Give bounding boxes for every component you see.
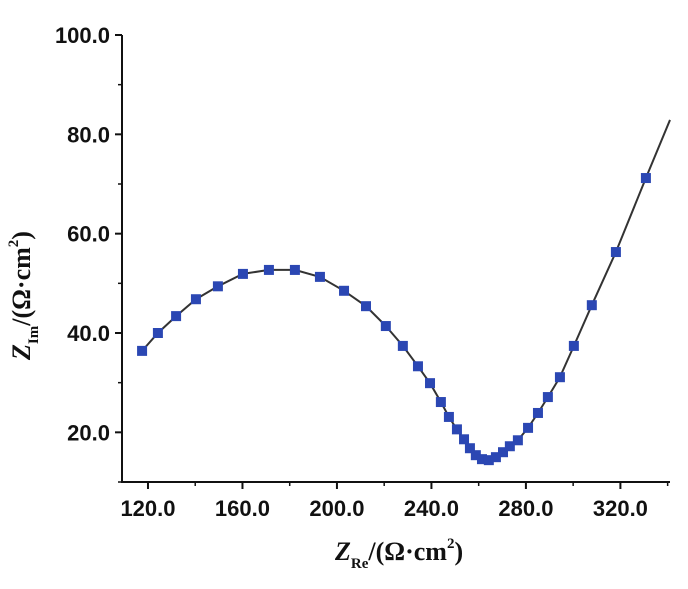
y-tick-label: 60.0 <box>67 222 110 247</box>
data-point <box>640 173 651 184</box>
data-point <box>171 311 182 322</box>
x-tick-label: 280.0 <box>498 496 553 521</box>
data-point <box>435 397 446 408</box>
data-point <box>451 424 462 435</box>
x-axis-label: ZRe/(Ω·cm2) <box>334 536 463 572</box>
data-point <box>289 264 300 275</box>
x-tick-label: 240.0 <box>404 496 459 521</box>
y-axis-label: ZIm/(Ω·cm2) <box>6 231 42 361</box>
data-point <box>425 378 436 389</box>
data-point <box>610 247 621 258</box>
data-point <box>586 300 597 311</box>
data-point <box>476 454 487 465</box>
data-point <box>152 328 163 338</box>
x-tick-label: 320.0 <box>593 496 648 521</box>
data-point <box>137 345 148 356</box>
x-tick-label: 200.0 <box>309 496 364 521</box>
data-point <box>464 443 475 454</box>
y-tick-label: 40.0 <box>67 321 110 346</box>
data-point <box>397 340 408 351</box>
y-tick-label: 80.0 <box>67 122 110 147</box>
data-point <box>237 268 248 279</box>
data-point <box>483 455 494 466</box>
data-point <box>542 392 553 403</box>
data-point <box>443 411 454 422</box>
data-point <box>212 281 223 292</box>
data-point <box>459 434 470 445</box>
data-point <box>568 340 579 351</box>
data-point <box>412 361 423 372</box>
data-point <box>190 294 201 305</box>
data-point <box>532 407 543 418</box>
data-point <box>504 441 515 452</box>
x-tick-label: 160.0 <box>215 496 270 521</box>
data-point <box>314 271 325 282</box>
y-tick-label: 20.0 <box>67 420 110 445</box>
data-point <box>380 321 391 332</box>
data-point <box>512 435 523 446</box>
data-point <box>498 447 509 458</box>
data-point <box>361 301 372 312</box>
data-point <box>554 372 565 383</box>
data-point <box>339 285 350 296</box>
data-point <box>263 264 274 275</box>
data-point <box>523 422 534 433</box>
data-point <box>490 452 501 463</box>
data-point <box>470 450 481 461</box>
y-tick-label: 100.0 <box>55 23 110 48</box>
x-tick-label: 120.0 <box>120 496 175 521</box>
